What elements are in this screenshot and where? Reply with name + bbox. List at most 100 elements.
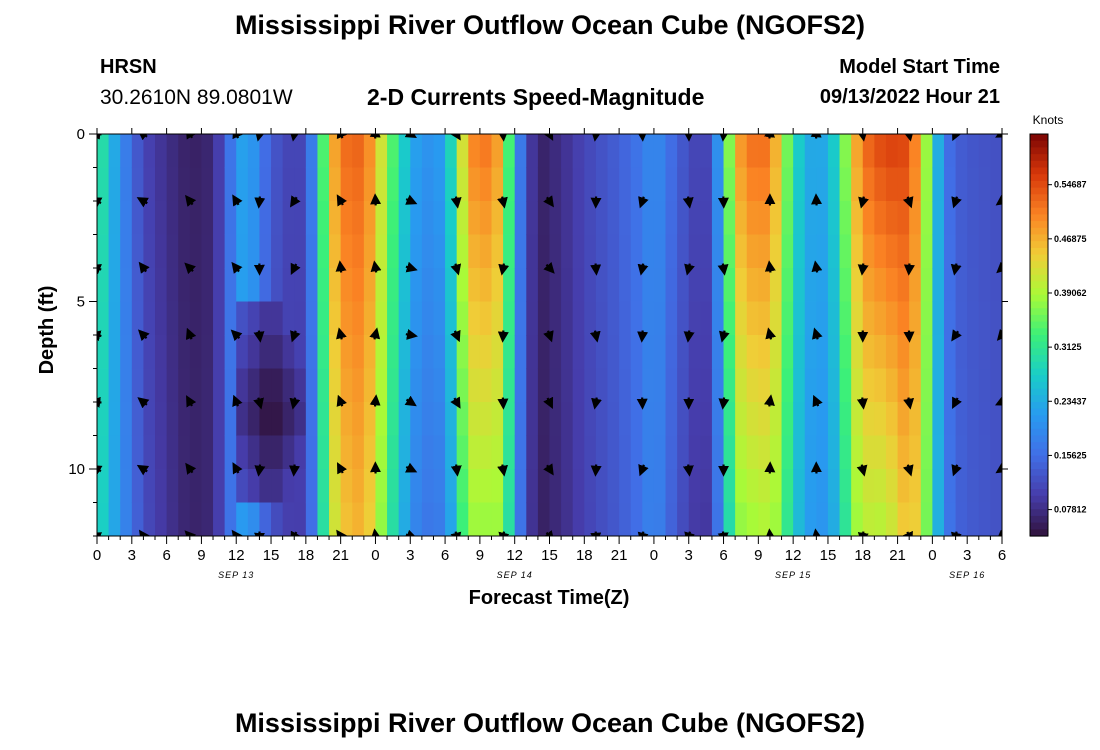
heatmap-cell bbox=[804, 134, 817, 169]
heatmap-cell bbox=[862, 435, 875, 470]
heatmap-cell bbox=[387, 335, 400, 370]
heatmap-cell bbox=[526, 368, 539, 403]
heatmap-cell bbox=[758, 335, 771, 370]
heatmap-cell bbox=[503, 435, 516, 470]
heatmap-cell bbox=[108, 268, 121, 303]
heatmap-cell bbox=[375, 469, 388, 504]
heatmap-cell bbox=[793, 268, 806, 303]
heatmap-cell bbox=[619, 502, 632, 536]
heatmap-cell bbox=[851, 469, 864, 504]
heatmap-cell bbox=[282, 234, 295, 269]
heatmap-cell bbox=[665, 134, 678, 169]
heatmap-cell bbox=[236, 268, 249, 303]
heatmap-cell bbox=[920, 402, 933, 437]
heatmap-cell bbox=[97, 469, 110, 504]
heatmap-cell bbox=[781, 368, 794, 403]
heatmap-cell bbox=[665, 234, 678, 269]
heatmap-cell bbox=[920, 301, 933, 336]
heatmap-cell bbox=[851, 335, 864, 370]
x-tick-label: 21 bbox=[889, 547, 906, 564]
heatmap-cell bbox=[503, 335, 516, 370]
heatmap-cell bbox=[827, 234, 841, 269]
heatmap-cell bbox=[769, 268, 783, 303]
heatmap-cell bbox=[653, 435, 667, 470]
heatmap-cell bbox=[839, 335, 852, 370]
heatmap-cell bbox=[862, 234, 875, 269]
heatmap-cell bbox=[282, 435, 295, 470]
heatmap-cell bbox=[178, 335, 191, 370]
heatmap-cell bbox=[340, 469, 353, 504]
heatmap-cell bbox=[549, 268, 562, 303]
colorbar-swatch bbox=[1030, 415, 1048, 423]
x-tick-label: 12 bbox=[506, 547, 523, 564]
heatmap-cell bbox=[352, 502, 365, 536]
heatmap-cell bbox=[363, 268, 377, 303]
heatmap-cell bbox=[874, 201, 887, 236]
heatmap-cell bbox=[677, 268, 690, 303]
heatmap-cell bbox=[561, 167, 574, 202]
heatmap-cell bbox=[201, 469, 214, 504]
heatmap-cell bbox=[410, 301, 423, 336]
heatmap-cell bbox=[537, 201, 551, 236]
colorbar-swatch bbox=[1030, 180, 1048, 189]
heatmap-cell bbox=[967, 402, 980, 437]
heatmap-cell bbox=[665, 368, 678, 403]
heatmap-cell bbox=[607, 201, 620, 236]
heatmap-cell bbox=[595, 368, 609, 403]
heatmap-cell bbox=[155, 435, 168, 470]
heatmap-cell bbox=[526, 335, 539, 370]
heatmap-cell bbox=[781, 268, 794, 303]
heatmap-cell bbox=[537, 268, 551, 303]
heatmap-cell bbox=[247, 502, 261, 536]
current-arrow bbox=[232, 194, 243, 207]
heatmap-cell bbox=[920, 167, 933, 202]
colorbar-swatch bbox=[1030, 187, 1048, 195]
heatmap-cell bbox=[491, 402, 504, 437]
heatmap-cell bbox=[224, 435, 237, 470]
heatmap-cell bbox=[387, 402, 400, 437]
heatmap-cell bbox=[642, 301, 655, 336]
colorbar-swatch bbox=[1030, 174, 1048, 182]
heatmap-cell bbox=[468, 268, 481, 303]
heatmap-cell bbox=[758, 368, 771, 403]
current-arrow bbox=[856, 134, 868, 142]
heatmap-cell bbox=[758, 301, 771, 336]
heatmap-cell bbox=[514, 335, 527, 370]
heatmap-cell bbox=[885, 301, 899, 336]
heatmap-cell bbox=[375, 268, 388, 303]
station-coordinates: 30.2610N 89.0801W bbox=[100, 86, 293, 109]
heatmap-cell bbox=[595, 201, 609, 236]
heatmap-cell bbox=[839, 234, 852, 269]
heatmap-cell bbox=[793, 301, 806, 336]
heatmap-cell bbox=[224, 368, 237, 403]
heatmap-cell bbox=[584, 234, 597, 269]
heatmap-cell bbox=[479, 502, 493, 536]
heatmap-cell bbox=[131, 234, 145, 269]
heatmap-cell bbox=[746, 368, 759, 403]
heatmap-cell bbox=[189, 268, 203, 303]
heatmap-cell bbox=[978, 234, 991, 269]
heatmap-cell bbox=[340, 435, 353, 470]
current-arrow bbox=[591, 397, 602, 410]
current-arrow bbox=[718, 134, 730, 142]
heatmap-cell bbox=[97, 301, 110, 336]
heatmap-cell bbox=[642, 167, 655, 202]
current-arrow bbox=[811, 260, 823, 273]
heatmap-cell bbox=[526, 502, 539, 536]
current-arrow bbox=[97, 197, 103, 208]
current-arrow bbox=[951, 329, 962, 342]
heatmap-cell bbox=[549, 167, 562, 202]
heatmap-cell bbox=[259, 167, 272, 202]
heatmap-cell bbox=[421, 335, 435, 370]
current-arrow bbox=[498, 263, 510, 276]
heatmap-cell bbox=[723, 268, 736, 303]
heatmap-cell bbox=[491, 335, 504, 370]
heatmap-cell bbox=[503, 502, 516, 536]
chart-subtitle: 2-D Currents Speed-Magnitude bbox=[367, 84, 705, 110]
heatmap-cell bbox=[816, 469, 829, 504]
colorbar-swatch bbox=[1030, 361, 1048, 370]
heatmap-cell bbox=[247, 234, 261, 269]
heatmap-cell bbox=[410, 234, 423, 269]
heatmap-cell bbox=[839, 502, 852, 536]
heatmap-cell bbox=[294, 502, 307, 536]
